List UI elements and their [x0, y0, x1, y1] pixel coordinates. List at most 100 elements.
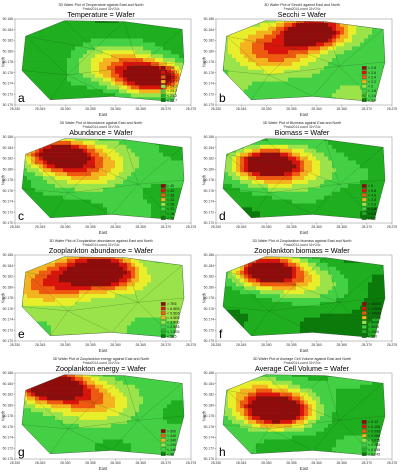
heat-cell — [155, 70, 159, 74]
heat-cell — [87, 184, 91, 188]
heat-cell — [300, 196, 304, 200]
heat-cell — [236, 39, 240, 43]
heat-cell — [143, 314, 147, 318]
heat-cell — [43, 78, 47, 82]
heat-cell — [324, 39, 328, 43]
heat-cell — [260, 188, 264, 192]
heat-cell — [139, 318, 143, 322]
heat-cell — [111, 82, 115, 86]
heat-cell — [123, 93, 127, 97]
legend-swatch — [362, 198, 367, 201]
heat-cell — [167, 54, 171, 58]
heat-cell — [332, 180, 336, 184]
heat-cell — [91, 321, 95, 325]
heat-cell — [123, 157, 127, 161]
heat-cell — [31, 271, 35, 275]
heat-cell — [91, 302, 95, 306]
heat-cell — [63, 78, 67, 82]
heat-cell — [131, 271, 135, 275]
heat-cell — [95, 211, 99, 215]
heat-cell — [324, 172, 328, 176]
heat-cell — [63, 314, 67, 318]
heat-cell — [79, 78, 83, 82]
heat-cell — [127, 70, 131, 74]
heat-cell — [47, 196, 51, 200]
heat-cell — [308, 66, 312, 70]
heat-cell — [123, 164, 127, 168]
heat-cell — [107, 263, 111, 267]
heat-cell — [43, 184, 47, 188]
heat-cell — [91, 200, 95, 204]
heat-cell — [139, 164, 143, 168]
heat-cell — [284, 42, 288, 46]
heat-cell — [131, 74, 135, 78]
heat-cell — [83, 271, 87, 275]
heat-cell — [39, 192, 43, 196]
heat-cell — [155, 35, 159, 39]
heat-cell — [320, 153, 324, 157]
heat-cell — [47, 302, 51, 306]
heat-cell — [131, 294, 135, 298]
heat-cell — [252, 46, 256, 50]
heat-cell — [175, 46, 179, 50]
heat-cell — [83, 66, 87, 70]
heat-cell — [35, 58, 39, 62]
heat-cell — [91, 160, 95, 164]
heat-cell — [304, 46, 308, 50]
y-tick-label: 50.184 — [204, 146, 214, 150]
heat-cell — [43, 46, 47, 50]
heat-cell — [95, 46, 99, 50]
heat-cell — [296, 39, 300, 43]
x-axis-label: East — [99, 230, 108, 235]
heat-cell — [364, 31, 368, 35]
heat-cell — [67, 164, 71, 168]
heat-cell — [308, 46, 312, 50]
heat-cell — [296, 35, 300, 39]
heat-cell — [91, 50, 95, 54]
heat-cell — [79, 325, 83, 329]
heat-cell — [95, 153, 99, 157]
heat-cell — [360, 42, 364, 46]
heat-cell — [336, 42, 340, 46]
heat-cell — [264, 93, 268, 97]
heat-cell — [51, 74, 55, 78]
heat-cell — [248, 35, 252, 39]
heat-cell — [356, 211, 360, 215]
heat-cell — [55, 278, 59, 282]
heat-cell — [151, 184, 155, 188]
heat-cell — [143, 27, 147, 31]
y-tick-label: 50.184 — [204, 28, 214, 32]
heat-cell — [316, 82, 320, 86]
heat-cell — [348, 172, 352, 176]
heat-cell — [248, 85, 252, 89]
heat-cell — [256, 172, 260, 176]
heat-cell — [300, 42, 304, 46]
heat-cell — [135, 46, 139, 50]
heat-cell — [103, 314, 107, 318]
heat-cell — [95, 82, 99, 86]
heat-cell — [79, 172, 83, 176]
heat-cell — [288, 141, 292, 145]
heat-cell — [51, 302, 55, 306]
heat-cell — [288, 93, 292, 97]
heat-cell — [47, 321, 51, 325]
heat-cell — [95, 314, 99, 318]
heat-cell — [336, 27, 340, 31]
heat-cell — [135, 145, 139, 149]
heat-cell — [115, 85, 119, 89]
heat-cell — [228, 157, 232, 161]
heat-cell — [43, 164, 47, 168]
heat-cell — [71, 58, 75, 62]
heat-cell — [111, 70, 115, 74]
heat-cell — [35, 302, 39, 306]
heat-cell — [91, 192, 95, 196]
heat-cell — [280, 39, 284, 43]
heat-cell — [300, 149, 304, 153]
heat-cell — [236, 160, 240, 164]
heat-cell — [175, 176, 179, 180]
heat-cell — [280, 50, 284, 54]
heat-cell — [107, 85, 111, 89]
heat-cell — [131, 141, 135, 145]
heat-cell — [95, 290, 99, 294]
heat-cell — [352, 149, 356, 153]
